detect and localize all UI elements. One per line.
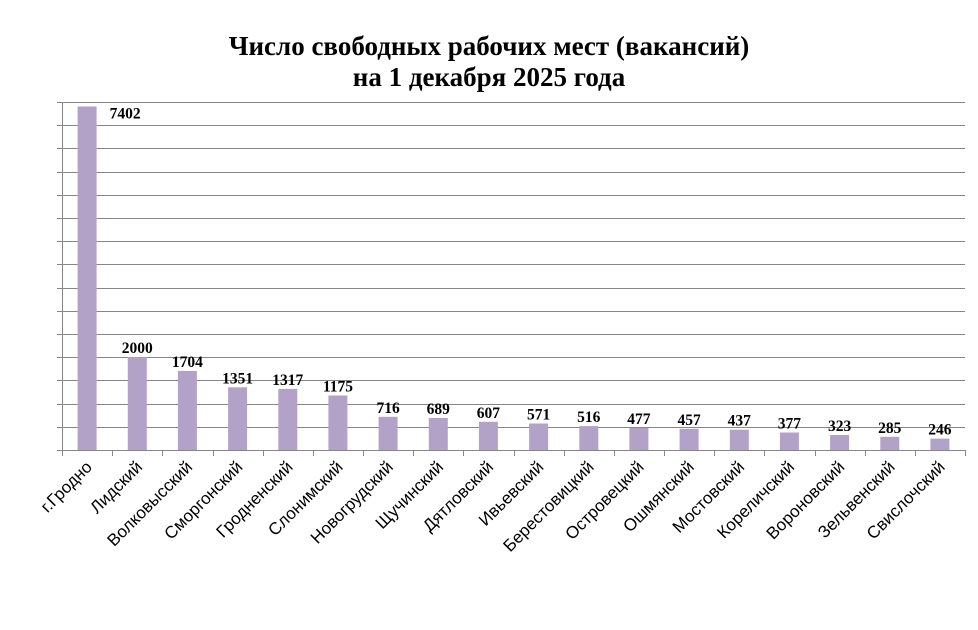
data-label: 7402 — [110, 106, 141, 123]
bar — [930, 438, 950, 450]
data-label: 1351 — [222, 370, 253, 387]
data-label: 2000 — [122, 340, 153, 357]
bar — [880, 436, 900, 450]
bar — [529, 423, 549, 450]
data-label: 516 — [577, 409, 601, 426]
data-label: 607 — [477, 405, 501, 422]
bar — [830, 435, 850, 450]
data-label: 1704 — [172, 354, 203, 371]
bar — [579, 426, 599, 450]
category-labels: г.ГродноЛидскийВолковысскийСморгонскийГр… — [37, 457, 949, 555]
data-label: 1317 — [272, 372, 303, 389]
data-label: 1175 — [323, 379, 353, 396]
bar — [77, 106, 97, 450]
bar — [729, 429, 749, 450]
category-label: Берестовицкий — [500, 457, 598, 555]
bar — [228, 387, 248, 450]
bar — [127, 357, 147, 450]
chart-title-line-1: Число свободных рабочих мест (вакансий) — [229, 31, 750, 61]
bar — [478, 421, 498, 450]
data-label: 246 — [928, 422, 952, 439]
data-label: 689 — [427, 401, 451, 418]
bar — [679, 428, 699, 450]
bar — [779, 432, 799, 450]
category-label: г.Гродно — [37, 457, 96, 516]
chart-title-line-2: на 1 декабря 2025 года — [353, 62, 626, 92]
bar — [428, 418, 448, 450]
data-label: 477 — [627, 411, 651, 428]
data-label: 437 — [728, 413, 752, 430]
data-label: 377 — [778, 416, 802, 433]
axes — [57, 102, 966, 456]
data-label: 457 — [677, 412, 701, 429]
data-label: 716 — [376, 400, 400, 417]
bar — [629, 427, 649, 450]
bar — [177, 370, 197, 450]
data-label: 571 — [527, 407, 550, 424]
bar — [378, 416, 398, 450]
bar — [328, 395, 348, 450]
bar — [278, 388, 298, 450]
data-labels: 7402 2000 1704 1351 1317 1175 716 689 607 571 516 4… — [110, 106, 952, 439]
data-label: 285 — [878, 420, 902, 437]
gridlines — [62, 102, 965, 428]
bars — [77, 106, 950, 450]
data-label: 323 — [828, 418, 852, 435]
